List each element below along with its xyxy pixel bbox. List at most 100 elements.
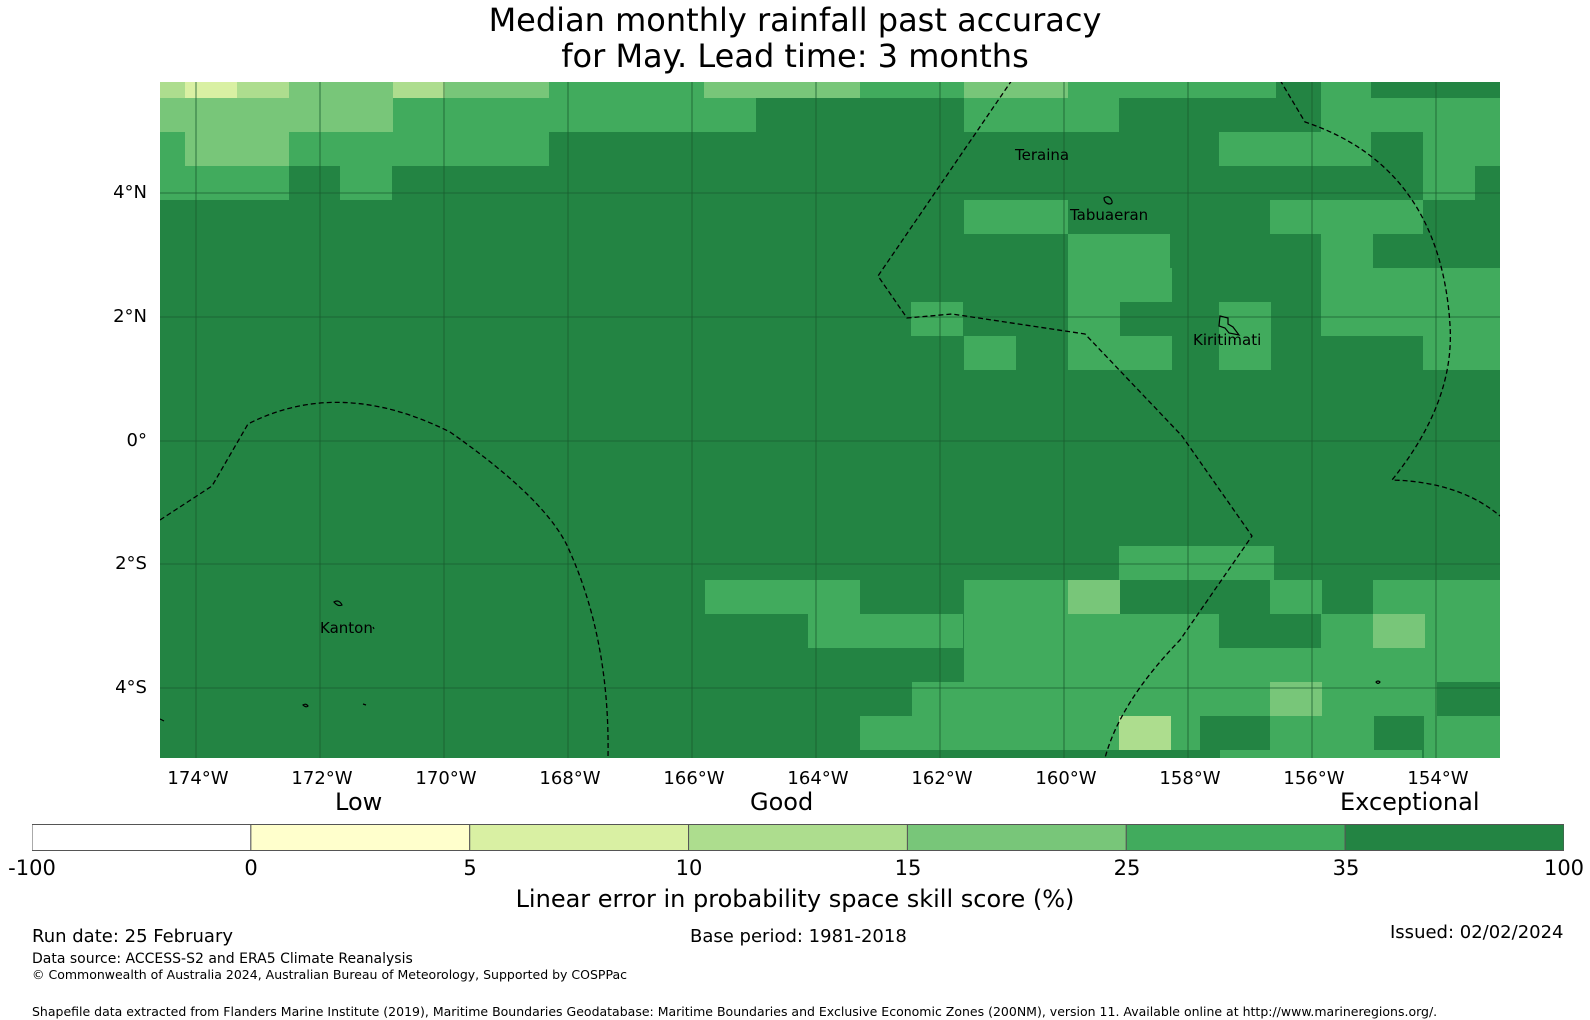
- skill-cell: [185, 98, 289, 132]
- skill-cell: [704, 82, 860, 98]
- skill-cell: [393, 98, 548, 132]
- skill-cell: [1220, 750, 1320, 758]
- colorbar-segment: [32, 824, 252, 851]
- skill-cell: [1321, 82, 1371, 166]
- skill-cell: [1424, 750, 1500, 758]
- colorbar-segment: [1125, 824, 1346, 851]
- tabuaeran-island: [1103, 196, 1113, 205]
- skill-cell: [912, 682, 1312, 716]
- skill-cell: [237, 82, 289, 98]
- lat-label-2n: 2°N: [113, 306, 147, 327]
- copyright: © Commonwealth of Australia 2024, Austra…: [32, 967, 627, 982]
- skill-cell: [1322, 682, 1437, 716]
- lat-label-0: 0°: [126, 430, 147, 451]
- skill-cell: [1321, 234, 1373, 268]
- skill-cell: [964, 82, 1068, 98]
- base-period: Base period: 1981-2018: [690, 926, 907, 947]
- lon-label-168w: 168°W: [539, 768, 601, 789]
- colorbar: [32, 824, 1564, 851]
- skill-cell: [1068, 580, 1120, 614]
- colorbar-tick-5: 5: [463, 856, 477, 880]
- kiritimati-island: [1218, 315, 1241, 336]
- skill-cell: [445, 82, 549, 98]
- skill-cell: [1373, 614, 1425, 648]
- small-island-1: [302, 703, 309, 708]
- eez-boundaries: [160, 82, 1500, 758]
- skill-cell: [1270, 200, 1423, 234]
- skill-cell: [1068, 336, 1172, 370]
- skill-cell: [1423, 336, 1500, 370]
- graticule: [160, 82, 1500, 758]
- skill-cell: [964, 614, 1219, 648]
- shapefile-credit: Shapefile data extracted from Flanders M…: [32, 1004, 1438, 1019]
- lat-label-4n: 4°N: [113, 182, 147, 203]
- small-island-4: [372, 626, 375, 630]
- chart-title-line1: Median monthly rainfall past accuracy: [488, 1, 1102, 39]
- lat-label-4s: 4°S: [115, 677, 147, 698]
- skill-cell: [1373, 580, 1500, 614]
- small-island-3: [362, 703, 367, 706]
- run-date: Run date: 25 February: [32, 926, 233, 947]
- colorbar-tick-15: 15: [894, 856, 922, 880]
- skill-cell: [1321, 614, 1373, 648]
- colorbar-segment: [906, 824, 1127, 851]
- skill-cell: [1270, 580, 1322, 614]
- skill-cell: [808, 614, 963, 648]
- skill-cell: [185, 132, 289, 166]
- lon-label-164w: 164°W: [787, 768, 849, 789]
- skill-cell: [548, 98, 756, 132]
- colorbar-segment: [250, 824, 471, 851]
- colorbar-label: Linear error in probability space skill …: [515, 885, 1075, 913]
- skill-cell: [289, 98, 393, 132]
- island-outlines: [160, 196, 1381, 722]
- lon-label-158w: 158°W: [1159, 768, 1221, 789]
- lon-label-166w: 166°W: [663, 768, 725, 789]
- skill-cell: [964, 648, 1500, 682]
- place-label-kanton: Kanton: [320, 619, 373, 637]
- skill-cell: [1322, 716, 1374, 750]
- colorbar-segment: [1344, 824, 1564, 851]
- colorbar-segment: [469, 824, 690, 851]
- skill-cell: [160, 166, 289, 200]
- skill-cell: [289, 132, 549, 166]
- skill-cell: [964, 200, 1068, 234]
- lon-label-156w: 156°W: [1283, 768, 1345, 789]
- skill-cell: [1068, 82, 1276, 98]
- skill-cell: [1068, 268, 1172, 302]
- skill-cell: [860, 82, 964, 98]
- skill-cell: [1119, 546, 1274, 580]
- skill-cell: [1320, 750, 1370, 758]
- skill-cell: [1425, 614, 1500, 648]
- colorbar-segment: [688, 824, 908, 851]
- lon-label-172w: 172°W: [291, 768, 353, 789]
- skill-cell: [1321, 268, 1500, 302]
- data-source: Data source: ACCESS-S2 and ERA5 Climate …: [32, 951, 413, 967]
- skill-cell: [1219, 302, 1271, 370]
- lon-label-170w: 170°W: [415, 768, 477, 789]
- skill-cell: [1321, 302, 1500, 336]
- skill-cell: [1270, 716, 1322, 750]
- lon-label-154w: 154°W: [1407, 768, 1469, 789]
- colorbar-tick-neg100: -100: [8, 856, 56, 880]
- chart-title-line2: for May. Lead time: 3 months: [561, 37, 1029, 75]
- eastern-eez-boundary: [1280, 82, 1500, 517]
- kanton-island: [333, 600, 343, 607]
- skill-cell: [1068, 234, 1120, 268]
- skill-cell: [964, 98, 1119, 132]
- skill-cell: [1120, 234, 1170, 268]
- category-low: Low: [335, 788, 383, 816]
- small-island-2: [1375, 680, 1381, 685]
- issued-date: Issued: 02/02/2024: [1390, 922, 1564, 943]
- skill-cell: [1370, 750, 1422, 758]
- skill-cell: [1370, 98, 1500, 132]
- lat-label-2s: 2°S: [115, 553, 147, 574]
- skill-cell: [393, 82, 445, 98]
- colorbar-tick-10: 10: [675, 856, 703, 880]
- skill-cell: [160, 82, 185, 98]
- phoenix-islands-eez-boundary: [160, 401, 609, 758]
- skill-cell: [1270, 682, 1322, 716]
- skill-cell: [160, 132, 185, 166]
- skill-grid: [160, 82, 1500, 758]
- skill-cell: [1423, 166, 1475, 200]
- skill-cell: [1219, 132, 1321, 166]
